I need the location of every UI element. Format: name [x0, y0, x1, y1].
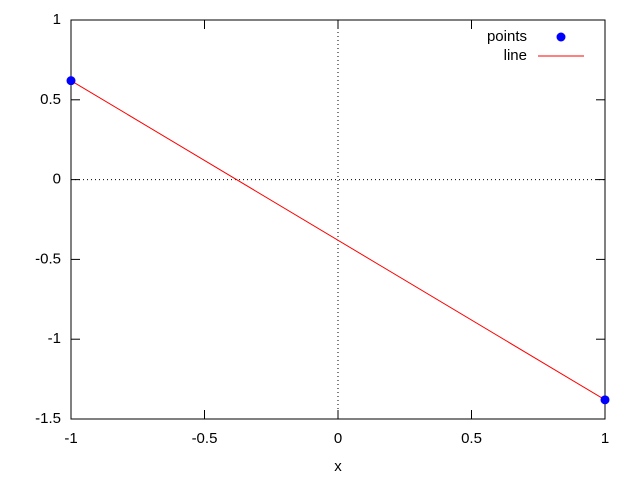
y-tick-label: 0.5	[40, 91, 61, 108]
x-tick-label: 1	[601, 430, 609, 447]
x-tick-label: -0.5	[192, 430, 218, 447]
y-tick-label: -0.5	[35, 250, 61, 267]
y-tick-label: -1.5	[35, 410, 61, 427]
legend-label: points	[487, 28, 527, 45]
legend-label: line	[504, 47, 527, 64]
plot-frame	[70, 19, 606, 420]
x-tick-label: -1	[64, 430, 77, 447]
x-tick-label: 0.5	[461, 430, 482, 447]
x-axis-label: x	[334, 458, 342, 475]
y-tick-label: 1	[53, 11, 61, 28]
point	[66, 76, 76, 86]
x-tick-label: 0	[334, 430, 342, 447]
legend-marker	[556, 32, 566, 42]
point	[600, 395, 610, 405]
y-tick-label: 0	[53, 171, 61, 188]
line	[70, 80, 606, 401]
y-tick-label: -1	[48, 330, 61, 347]
